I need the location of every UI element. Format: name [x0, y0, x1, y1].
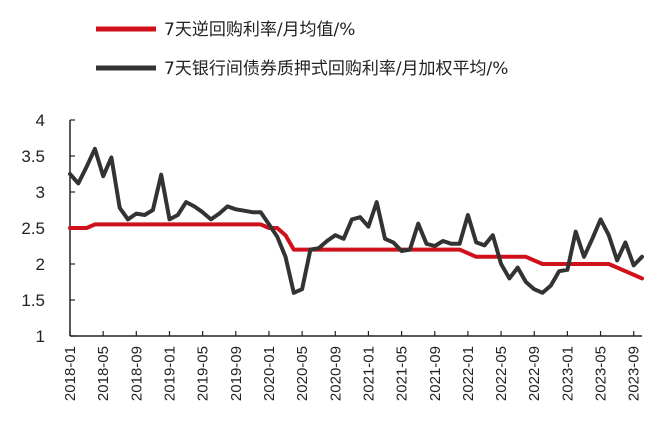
y-tick-label: 3.5 — [21, 147, 45, 166]
x-tick-label: 2019-05 — [195, 346, 212, 401]
x-tick-label: 2021-05 — [394, 346, 411, 401]
series-line-reverse-repo — [68, 222, 644, 281]
x-tick-label: 2020-01 — [261, 346, 278, 401]
y-tick-label: 2.5 — [21, 219, 45, 238]
y-axis: 1 1.5 2 2.5 3 3.5 4 — [21, 111, 75, 346]
legend-label-interbank-repo: 7天银行间债券质押式回购利率/月加权平均/% — [164, 59, 508, 79]
x-tick-label: 2021-09 — [427, 346, 444, 401]
legend-item-reverse-repo: 7天逆回购利率/月均值/% — [96, 20, 355, 40]
x-tick-label: 2020-05 — [294, 346, 311, 401]
x-tick-label: 2018-01 — [62, 346, 79, 401]
x-tick-label: 2022-05 — [493, 346, 510, 401]
x-tick-label: 2019-09 — [228, 346, 245, 401]
y-tick-label: 2 — [36, 255, 45, 274]
x-tick-label: 2023-09 — [626, 346, 643, 401]
x-tick-label: 2022-01 — [460, 346, 477, 401]
y-tick-label: 1 — [36, 327, 45, 346]
x-tick-label: 2020-09 — [327, 346, 344, 401]
x-tick-label: 2018-05 — [95, 346, 112, 401]
y-tick-label: 3 — [36, 183, 45, 202]
x-tick-label: 2023-01 — [559, 346, 576, 401]
plot-area — [68, 146, 644, 295]
legend-label-reverse-repo: 7天逆回购利率/月均值/% — [164, 20, 355, 40]
y-tick-label: 4 — [36, 111, 45, 130]
x-axis: 2018-01 2018-05 2018-09 2019-01 2019-05 2019-… — [62, 331, 643, 401]
legend: 7天逆回购利率/月均值/% 7天银行间债券质押式回购利率/月加权平均/% — [96, 20, 508, 79]
y-tick-label: 1.5 — [21, 291, 45, 310]
legend-item-interbank-repo: 7天银行间债券质押式回购利率/月加权平均/% — [96, 59, 508, 79]
x-tick-label: 2019-01 — [161, 346, 178, 401]
x-tick-label: 2023-05 — [593, 346, 610, 401]
x-tick-label: 2018-09 — [128, 346, 145, 401]
x-tick-label: 2021-01 — [360, 346, 377, 401]
x-tick-label: 2022-09 — [526, 346, 543, 401]
series-line-interbank-repo — [68, 146, 644, 295]
